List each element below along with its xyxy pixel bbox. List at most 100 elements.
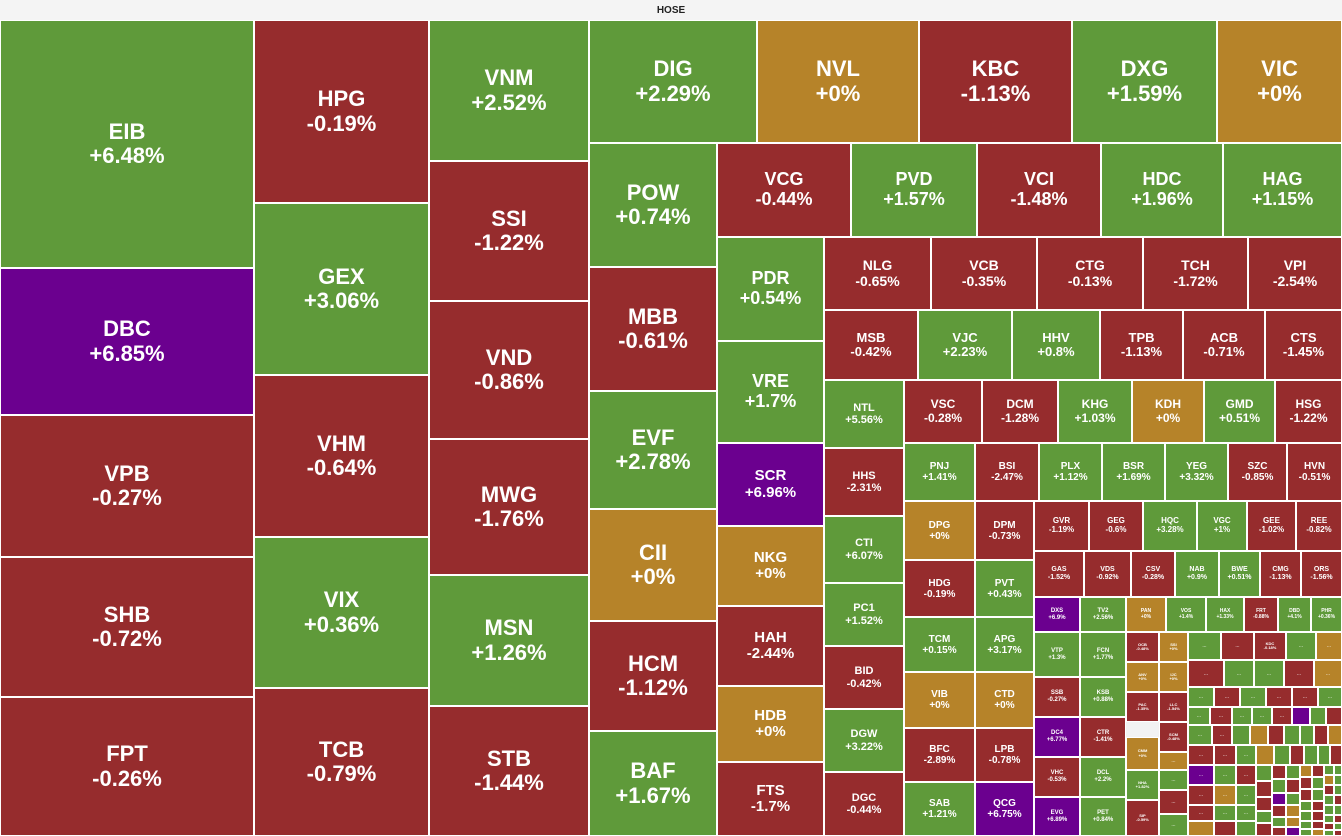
stock-tile-small[interactable]: ... xyxy=(1214,805,1236,821)
stock-tile-small[interactable] xyxy=(1256,781,1272,797)
stock-tile-sip[interactable]: SIP -0.59% xyxy=(1126,800,1159,836)
stock-tile-lpb[interactable]: LPB -0.78% xyxy=(975,728,1034,782)
stock-tile-cmg[interactable]: CMG -1.13% xyxy=(1260,551,1301,597)
stock-tile-gmd[interactable]: GMD +0.51% xyxy=(1204,380,1275,443)
stock-tile-small[interactable] xyxy=(1334,765,1342,775)
stock-tile-small[interactable] xyxy=(1324,765,1334,775)
stock-tile-pnj[interactable]: PNJ +1.41% xyxy=(904,443,975,501)
stock-tile-small[interactable] xyxy=(1300,725,1314,745)
stock-tile-fts[interactable]: FTS -1.7% xyxy=(717,762,824,836)
stock-tile-scm[interactable]: SCM -0.48% xyxy=(1159,722,1188,752)
stock-tile-pc1[interactable]: PC1 +1.52% xyxy=(824,583,904,646)
stock-tile-small[interactable]: ... xyxy=(1236,805,1256,821)
stock-tile-nlg[interactable]: NLG -0.65% xyxy=(824,237,931,310)
stock-tile-hpg[interactable]: HPG -0.19% xyxy=(254,20,429,203)
stock-tile-small[interactable] xyxy=(1300,801,1312,811)
stock-tile-small[interactable]: ... xyxy=(1210,707,1232,725)
stock-tile-small[interactable]: ... xyxy=(1214,765,1236,785)
stock-tile-tcm[interactable]: TCM +0.15% xyxy=(904,617,975,672)
stock-tile-baf[interactable]: BAF +1.67% xyxy=(589,731,717,836)
stock-tile-pdr[interactable]: PDR +0.54% xyxy=(717,237,824,341)
stock-tile-ksb[interactable]: KSB +0.88% xyxy=(1080,677,1126,717)
stock-tile-small[interactable]: ... xyxy=(1272,707,1292,725)
stock-tile-dc4[interactable]: DC4 +6.77% xyxy=(1034,717,1080,757)
stock-tile-small[interactable] xyxy=(1312,801,1324,811)
stock-tile-small[interactable] xyxy=(1310,707,1326,725)
stock-tile-small[interactable] xyxy=(1334,775,1342,785)
stock-tile-small[interactable] xyxy=(1284,725,1300,745)
stock-tile-pvt[interactable]: PVT +0.43% xyxy=(975,560,1034,617)
stock-tile-small[interactable] xyxy=(1312,811,1324,821)
stock-tile-small[interactable]: ... xyxy=(1240,687,1266,707)
stock-tile-small[interactable]: ... xyxy=(1221,632,1254,660)
stock-tile-small[interactable] xyxy=(1334,805,1342,815)
stock-tile-small[interactable] xyxy=(1312,765,1324,777)
stock-tile-cmm[interactable]: CMM +0% xyxy=(1126,737,1159,770)
stock-tile-kbc[interactable]: KBC -1.13% xyxy=(919,20,1072,143)
stock-tile-hsg[interactable]: HSG -1.22% xyxy=(1275,380,1342,443)
stock-tile-small[interactable]: ... xyxy=(1188,632,1221,660)
stock-tile-mwg[interactable]: MWG -1.76% xyxy=(429,439,589,575)
stock-tile-dbd[interactable]: DBD +4.1% xyxy=(1278,597,1311,632)
stock-tile-cts[interactable]: CTS -1.45% xyxy=(1265,310,1342,380)
stock-tile-vre[interactable]: VRE +1.7% xyxy=(717,341,824,443)
stock-tile-vhc[interactable]: VHC -0.53% xyxy=(1034,757,1080,797)
stock-tile-kdh[interactable]: KDH +0% xyxy=(1132,380,1204,443)
stock-tile-sab[interactable]: SAB +1.21% xyxy=(904,782,975,836)
stock-tile-small[interactable]: ... xyxy=(1224,660,1254,687)
stock-tile-vnd[interactable]: VND -0.86% xyxy=(429,301,589,439)
stock-tile-geg[interactable]: GEG -0.6% xyxy=(1089,501,1143,551)
stock-tile-ree[interactable]: REE -0.82% xyxy=(1296,501,1342,551)
stock-tile-gee[interactable]: GEE -1.02% xyxy=(1247,501,1296,551)
stock-tile-small[interactable]: ... xyxy=(1188,765,1214,785)
stock-tile-pan[interactable]: PAN +0% xyxy=(1126,597,1166,632)
stock-tile-dgw[interactable]: DGW +3.22% xyxy=(824,709,904,772)
stock-tile-acb[interactable]: ACB -0.71% xyxy=(1183,310,1265,380)
stock-tile-small[interactable]: ... xyxy=(1159,752,1188,770)
stock-tile-ssb[interactable]: SSB -0.27% xyxy=(1034,677,1080,717)
stock-tile-hhv[interactable]: HHV +0.8% xyxy=(1012,310,1100,380)
stock-tile-evf[interactable]: EVF +2.78% xyxy=(589,391,717,509)
stock-tile-small[interactable]: ... xyxy=(1236,765,1256,785)
stock-tile-hax[interactable]: HAX +1.33% xyxy=(1206,597,1244,632)
stock-tile-small[interactable] xyxy=(1314,725,1328,745)
stock-tile-stb[interactable]: STB -1.44% xyxy=(429,706,589,836)
stock-tile-small[interactable] xyxy=(1312,821,1324,829)
stock-tile-small[interactable]: ... xyxy=(1188,745,1214,765)
stock-tile-khg[interactable]: KHG +1.03% xyxy=(1058,380,1132,443)
stock-tile-bfc[interactable]: BFC -2.89% xyxy=(904,728,975,782)
stock-tile-small[interactable] xyxy=(1324,823,1334,830)
stock-tile-small[interactable]: ... xyxy=(1214,745,1236,765)
stock-tile-gas[interactable]: GAS -1.52% xyxy=(1034,551,1084,597)
stock-tile-vtp[interactable]: VTP +1.3% xyxy=(1034,632,1080,677)
stock-tile-small[interactable] xyxy=(1272,817,1286,827)
stock-tile-small[interactable] xyxy=(1324,775,1334,785)
stock-tile-small[interactable]: ... xyxy=(1214,785,1236,805)
stock-tile-small[interactable] xyxy=(1300,821,1312,829)
stock-tile-vds[interactable]: VDS -0.92% xyxy=(1084,551,1131,597)
stock-tile-kdc[interactable]: KDC -0.18% xyxy=(1254,632,1286,660)
stock-tile-small[interactable]: ... xyxy=(1188,725,1212,745)
stock-tile-small[interactable] xyxy=(1312,829,1324,836)
stock-tile-ctd[interactable]: CTD +0% xyxy=(975,672,1034,728)
stock-tile-nkg[interactable]: NKG +0% xyxy=(717,526,824,606)
stock-tile-small[interactable]: ... xyxy=(1316,632,1342,660)
stock-tile-small[interactable] xyxy=(1272,779,1286,793)
stock-tile-small[interactable] xyxy=(1256,765,1272,781)
stock-tile-vpi[interactable]: VPI -2.54% xyxy=(1248,237,1342,310)
stock-tile-dcl[interactable]: DCL +2.2% xyxy=(1080,757,1126,797)
stock-tile-small[interactable]: ... xyxy=(1188,707,1210,725)
stock-tile-vhm[interactable]: VHM -0.64% xyxy=(254,375,429,537)
stock-tile-hdb[interactable]: HDB +0% xyxy=(717,686,824,762)
stock-tile-tch[interactable]: TCH -1.72% xyxy=(1143,237,1248,310)
stock-tile-shb[interactable]: SHB -0.72% xyxy=(0,557,254,697)
stock-tile-small[interactable] xyxy=(1324,830,1334,836)
stock-tile-small[interactable] xyxy=(1324,815,1334,823)
stock-tile-small[interactable]: ... xyxy=(1254,660,1284,687)
stock-tile-small[interactable]: ... xyxy=(1292,687,1318,707)
stock-tile-vpb[interactable]: VPB -0.27% xyxy=(0,415,254,557)
stock-tile-small[interactable]: ... xyxy=(1284,660,1314,687)
stock-tile-bsr[interactable]: BSR +1.69% xyxy=(1102,443,1165,501)
stock-tile-dxs[interactable]: DXS +6.9% xyxy=(1034,597,1080,632)
stock-tile-dpm[interactable]: DPM -0.73% xyxy=(975,501,1034,560)
